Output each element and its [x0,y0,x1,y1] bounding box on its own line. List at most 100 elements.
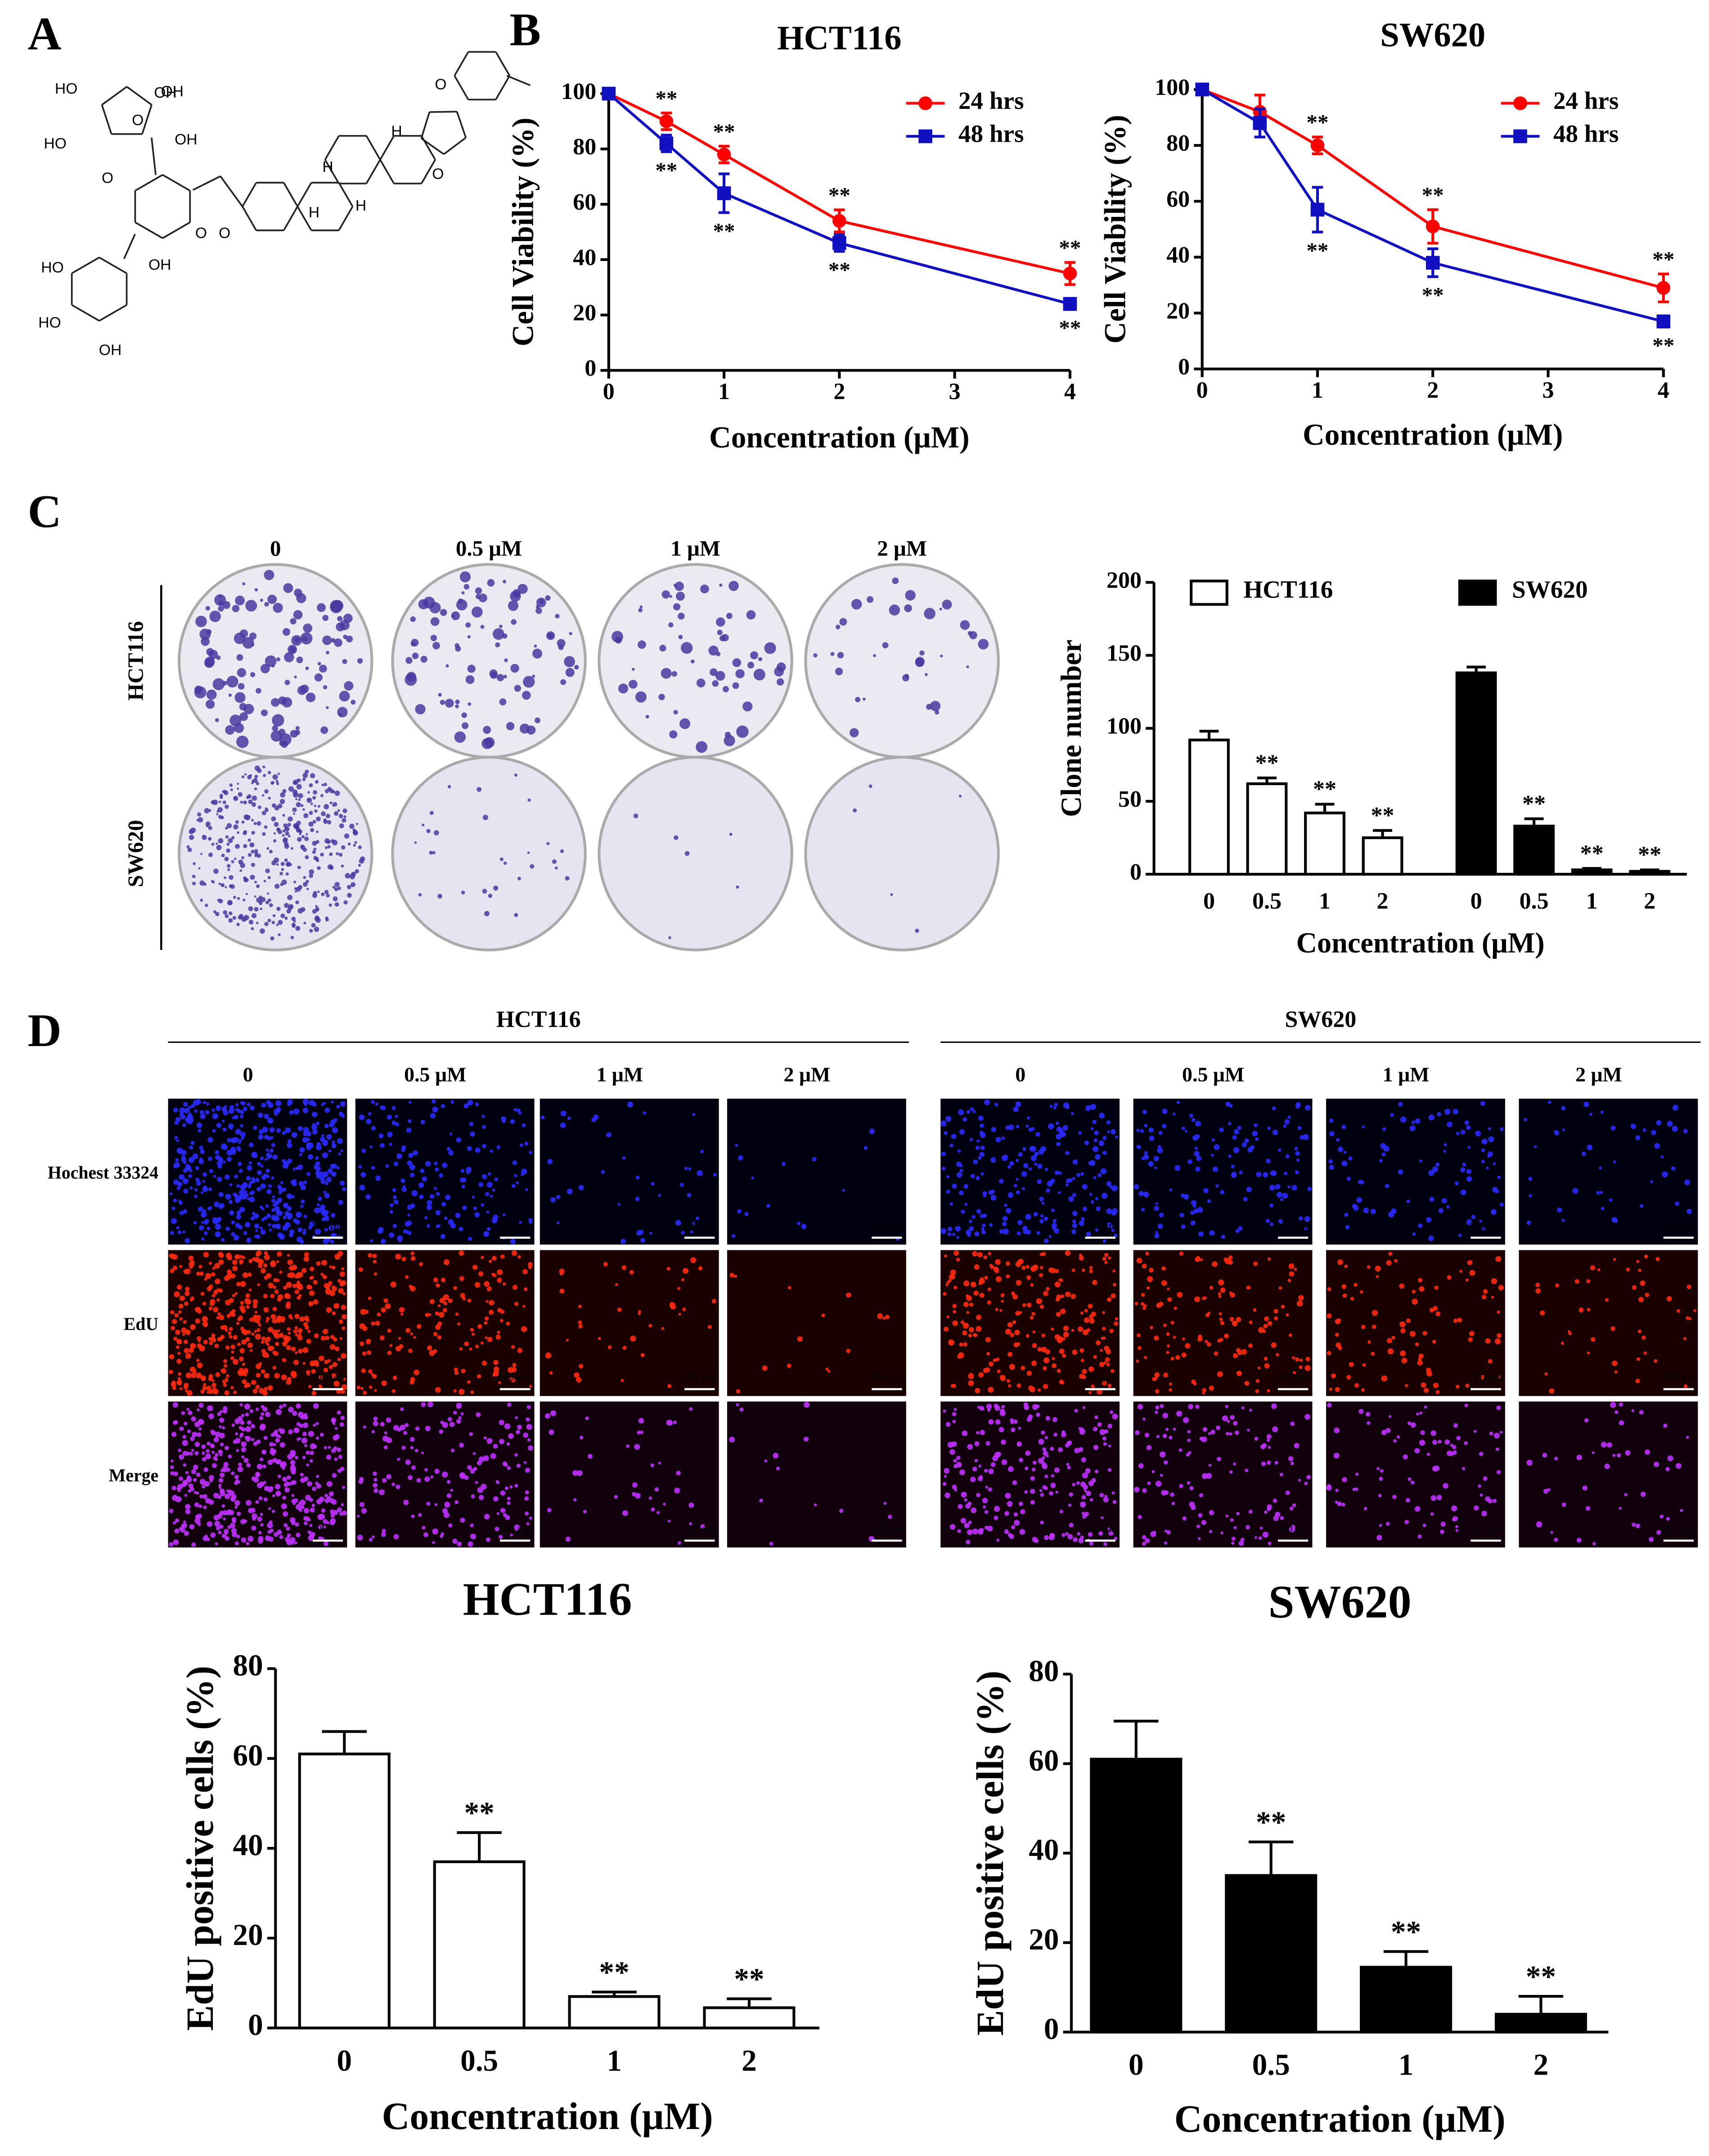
cell [274,1373,280,1379]
cell [1161,1490,1167,1496]
cell [661,1327,665,1330]
cell [1455,1384,1460,1389]
cell [1230,1415,1235,1420]
cell [1102,1239,1106,1243]
cell [293,1329,297,1334]
cell [265,1340,268,1344]
colony [262,765,265,768]
cell [529,1385,532,1388]
cell [199,1494,204,1499]
cell [274,1429,279,1433]
cell [1333,1452,1340,1459]
cell [229,1523,235,1528]
cell [700,1524,705,1529]
cell [1370,1208,1376,1214]
colony [512,589,521,598]
cell [467,1465,472,1470]
bond [101,104,112,135]
cell [192,1432,198,1437]
colony [288,835,291,838]
cell [1337,1259,1343,1265]
cell [1183,1194,1189,1200]
cell [204,1219,209,1224]
cell [1167,1297,1172,1302]
colony [902,674,909,682]
cell [366,1118,372,1124]
cell [1068,1440,1072,1445]
cell [215,1432,221,1437]
cell [1655,1257,1660,1262]
cell [1572,1188,1579,1194]
cell [1636,1260,1640,1263]
cell [432,1541,435,1544]
cell [229,1298,234,1303]
cell [455,1213,461,1218]
x-tick-label: 2 [1427,377,1439,403]
colony [675,581,684,591]
cell [1243,1197,1248,1202]
cell [1417,1360,1423,1365]
colony [477,787,481,792]
cell [236,1184,240,1188]
cell [296,1532,301,1537]
bond [365,135,381,160]
colony [475,587,482,594]
cell [1030,1316,1034,1320]
cell [962,1430,968,1437]
cell [174,1528,180,1534]
cell [1625,1450,1631,1456]
micrograph [1326,1250,1505,1396]
cell [279,1271,283,1274]
cell [336,1105,340,1109]
cell [460,1474,465,1479]
cell [1036,1231,1040,1235]
colony [337,809,340,812]
cell [216,1105,221,1111]
colony [534,644,537,648]
cell [209,1475,214,1480]
cell [323,1525,327,1528]
legend-label: 48 hrs [1553,120,1619,148]
cell [294,1326,298,1330]
cell [195,1177,200,1182]
cell [454,1370,459,1375]
cell [446,1147,451,1151]
cell [1645,1293,1650,1298]
cell [1141,1208,1145,1212]
cell [365,1194,371,1200]
cell [1174,1307,1177,1310]
cell [297,1227,302,1232]
colony [465,622,471,628]
cell [212,1218,219,1225]
colony [273,832,276,835]
cell [1037,1388,1041,1392]
chart-title: HCT116 [463,1573,632,1625]
cell [1143,1154,1149,1160]
cell [1187,1430,1191,1434]
cell [1387,1338,1392,1343]
cell [387,1132,393,1137]
group-header: HCT116 [496,1006,581,1032]
cell [1635,1379,1640,1383]
cell [324,1193,330,1199]
colony [915,928,919,933]
colony [285,872,289,876]
cell [223,1160,226,1163]
cell [968,1373,974,1379]
cell [371,1430,375,1433]
cell [1294,1267,1297,1271]
chart-title: HCT116 [777,18,901,57]
cell [410,1256,416,1261]
cell [419,1195,424,1199]
cell [173,1179,179,1185]
marker [659,136,674,151]
cell [1262,1329,1266,1333]
colony [235,595,245,606]
cell [1686,1436,1689,1439]
cell [1233,1147,1240,1154]
atom-label: OH [175,131,197,148]
cell [522,1269,528,1275]
cell [200,1375,207,1381]
colony [296,656,303,664]
colony [333,802,337,807]
